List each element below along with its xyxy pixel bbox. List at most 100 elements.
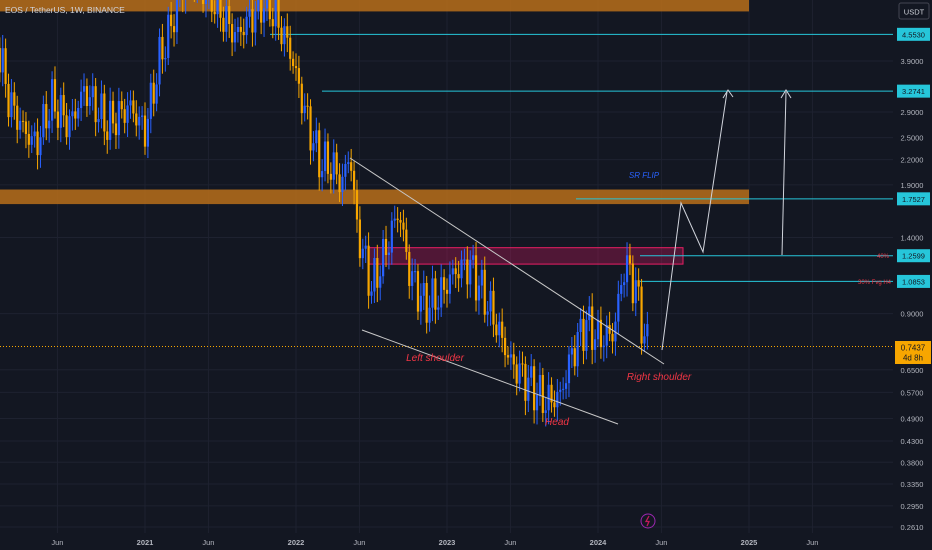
candle[interactable] (501, 308, 504, 353)
candle[interactable] (321, 159, 324, 192)
candle[interactable] (416, 264, 420, 320)
candle[interactable] (65, 103, 68, 145)
candle[interactable] (109, 87, 112, 150)
candle[interactable] (179, 0, 181, 8)
candle[interactable] (521, 351, 524, 377)
candle[interactable] (556, 379, 559, 422)
candle[interactable] (312, 131, 315, 162)
candle[interactable] (373, 248, 376, 304)
candle[interactable] (329, 162, 332, 194)
candle[interactable] (36, 118, 39, 170)
candle[interactable] (216, 0, 219, 28)
candle[interactable] (138, 106, 141, 140)
candle[interactable] (530, 354, 533, 387)
candle[interactable] (152, 69, 155, 117)
candle[interactable] (393, 205, 396, 228)
symbol-title[interactable]: EOS / TetherUS, 1W, BINANCE (5, 5, 125, 15)
candle[interactable] (56, 99, 59, 141)
candle[interactable] (97, 107, 100, 133)
candle[interactable] (614, 312, 617, 356)
wedge-upper-trendline[interactable] (349, 157, 665, 365)
candle[interactable] (280, 16, 283, 52)
candle[interactable] (625, 242, 629, 297)
candle[interactable] (39, 125, 42, 168)
candle[interactable] (155, 73, 158, 112)
candle[interactable] (425, 275, 428, 334)
candle[interactable] (413, 258, 417, 283)
candle[interactable] (13, 82, 16, 120)
candle[interactable] (27, 120, 30, 158)
candle[interactable] (643, 323, 646, 352)
candle[interactable] (68, 109, 71, 150)
candle[interactable] (291, 51, 295, 74)
time-axis[interactable]: Jun 2021 Jun 2022 Jun 2023 Jun 2024 Jun 2025 Jun (0, 513, 893, 550)
candle[interactable] (605, 315, 608, 359)
candle[interactable] (271, 7, 274, 39)
candle[interactable] (62, 82, 65, 128)
candle[interactable] (289, 25, 292, 71)
candle[interactable] (384, 225, 388, 267)
candle[interactable] (42, 95, 45, 145)
candle[interactable] (483, 256, 486, 323)
candle[interactable] (367, 232, 370, 309)
candle[interactable] (422, 270, 425, 310)
candle[interactable] (132, 90, 135, 123)
candle[interactable] (608, 311, 611, 342)
candle[interactable] (33, 122, 36, 148)
candle[interactable] (347, 151, 350, 174)
candle[interactable] (352, 161, 356, 205)
candle[interactable] (222, 6, 225, 42)
candle[interactable] (161, 23, 164, 74)
candle[interactable] (611, 323, 614, 354)
projection-path[interactable] (661, 91, 728, 351)
candle[interactable] (172, 14, 176, 47)
candle[interactable] (527, 364, 530, 413)
candle[interactable] (100, 80, 103, 129)
candle[interactable] (77, 100, 80, 127)
candle[interactable] (106, 120, 109, 154)
candle[interactable] (24, 112, 28, 149)
candle[interactable] (562, 377, 565, 400)
candle[interactable] (219, 0, 222, 32)
candle[interactable] (376, 244, 379, 303)
candle[interactable] (251, 0, 254, 47)
candle[interactable] (175, 0, 179, 45)
candle[interactable] (570, 337, 573, 369)
candle[interactable] (355, 179, 359, 233)
candle[interactable] (294, 53, 298, 81)
candle[interactable] (236, 17, 240, 43)
wedge-lower-trendline[interactable] (361, 329, 619, 425)
candle[interactable] (16, 95, 19, 144)
candle[interactable] (361, 238, 364, 270)
candle[interactable] (297, 55, 301, 99)
currency-badge[interactable] (898, 2, 930, 20)
candle[interactable] (559, 381, 562, 406)
candle[interactable] (318, 122, 321, 191)
candle[interactable] (541, 367, 544, 422)
candle[interactable] (448, 261, 452, 304)
candle[interactable] (518, 350, 521, 392)
candle[interactable] (588, 296, 591, 332)
candle[interactable] (358, 206, 361, 267)
candle[interactable] (80, 79, 83, 122)
candle[interactable] (411, 258, 414, 301)
candle[interactable] (646, 311, 649, 350)
candle[interactable] (53, 66, 57, 119)
candle[interactable] (506, 346, 510, 365)
candle[interactable] (21, 110, 25, 133)
candle[interactable] (103, 84, 106, 146)
candle[interactable] (245, 6, 248, 44)
event-marker-icon[interactable] (640, 513, 656, 529)
candle[interactable] (260, 0, 263, 35)
candle[interactable] (120, 91, 123, 119)
candle[interactable] (434, 270, 437, 324)
candle[interactable] (538, 362, 542, 406)
candle[interactable] (486, 301, 489, 327)
candle[interactable] (50, 71, 54, 133)
candle[interactable] (623, 273, 626, 298)
candle[interactable] (582, 305, 585, 365)
candle[interactable] (428, 295, 431, 332)
candle[interactable] (460, 250, 463, 288)
candle[interactable] (208, 0, 210, 10)
candle[interactable] (315, 117, 318, 153)
